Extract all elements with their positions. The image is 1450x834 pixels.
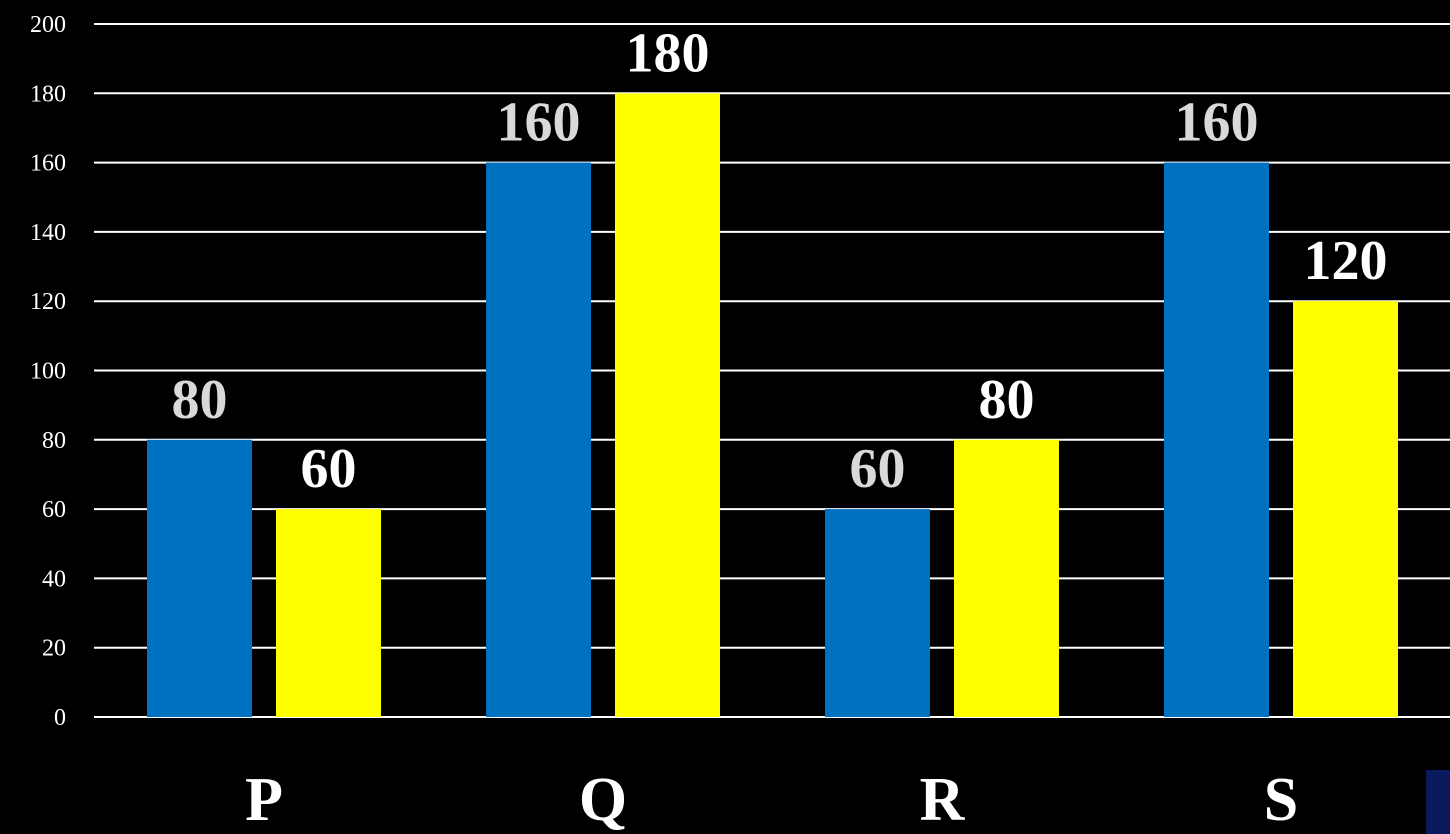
data-label-P-series-2: 60: [301, 438, 357, 500]
y-tick-label: 180: [30, 81, 66, 107]
bar-Q-series-1: [486, 162, 591, 718]
y-tick-label: 200: [30, 12, 66, 38]
y-tick-label: 20: [42, 636, 66, 662]
bar-S-series-1: [1164, 162, 1269, 718]
bar-R-series-2: [954, 439, 1059, 717]
bar-P-series-1: [147, 439, 252, 717]
bar-Q-series-2: [615, 93, 720, 718]
data-label-S-series-1: 160: [1175, 92, 1259, 154]
bar-P-series-2: [276, 509, 381, 717]
data-label-Q-series-1: 160: [497, 92, 581, 154]
y-tick-label: 80: [42, 428, 66, 454]
bars: [147, 93, 1398, 718]
data-label-P-series-1: 80: [172, 369, 228, 431]
y-tick-label: 60: [42, 497, 66, 523]
data-label-R-series-1: 60: [850, 438, 906, 500]
category-label-Q: Q: [579, 766, 627, 834]
data-label-S-series-2: 120: [1304, 230, 1388, 292]
y-tick-label: 0: [54, 705, 66, 731]
y-tick-label: 160: [30, 151, 66, 177]
data-label-R-series-2: 80: [979, 369, 1035, 431]
corner-block: [1426, 770, 1450, 834]
data-label-Q-series-2: 180: [626, 22, 710, 84]
category-labels: P Q R S: [245, 766, 1298, 834]
y-tick-label: 100: [30, 359, 66, 385]
bar-R-series-1: [825, 509, 930, 717]
category-label-R: R: [920, 766, 966, 834]
data-labels: 80 60 160 180 60 80 160 120: [172, 22, 1388, 500]
category-label-S: S: [1264, 766, 1298, 834]
bar-S-series-2: [1293, 301, 1398, 717]
category-label-P: P: [245, 766, 283, 834]
y-axis-tick-labels: 0 20 40 60 80 100 120 140 160 180 200: [30, 12, 66, 731]
y-tick-label: 140: [30, 220, 66, 246]
y-tick-label: 40: [42, 566, 66, 592]
y-tick-label: 120: [30, 289, 66, 315]
